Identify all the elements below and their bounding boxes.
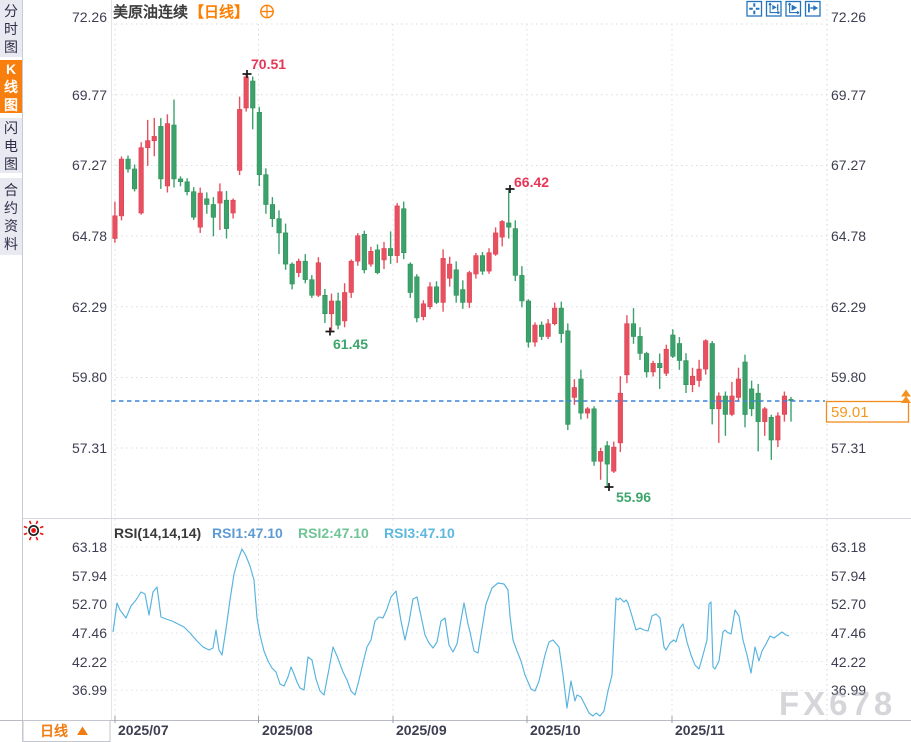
svg-text:RSI(14,14,14): RSI(14,14,14)	[114, 525, 201, 541]
svg-text:55.96: 55.96	[616, 489, 651, 505]
svg-text:2025/10: 2025/10	[530, 722, 581, 738]
svg-text:RSI3:47.10: RSI3:47.10	[384, 525, 455, 541]
svg-text:61.45: 61.45	[333, 336, 368, 352]
svg-text:2025/09: 2025/09	[396, 722, 447, 738]
svg-text:57.94: 57.94	[831, 568, 866, 584]
svg-text:47.46: 47.46	[831, 625, 866, 641]
svg-text:69.77: 69.77	[72, 87, 107, 103]
svg-text:52.70: 52.70	[831, 596, 866, 612]
svg-text:FX678: FX678	[779, 685, 896, 722]
svg-text:36.99: 36.99	[831, 682, 866, 698]
svg-text:2025/11: 2025/11	[675, 722, 725, 738]
svg-text:64.78: 64.78	[831, 228, 866, 244]
svg-text:62.29: 62.29	[72, 299, 107, 315]
svg-text:59.80: 59.80	[831, 369, 866, 385]
svg-text:47.46: 47.46	[72, 625, 107, 641]
svg-text:【日线】: 【日线】	[189, 3, 249, 21]
svg-text:67.27: 67.27	[831, 157, 866, 173]
svg-text:72.26: 72.26	[831, 9, 866, 25]
svg-text:美原油连续: 美原油连续	[113, 3, 188, 21]
svg-text:64.78: 64.78	[72, 228, 107, 244]
svg-text:66.42: 66.42	[514, 174, 549, 190]
svg-text:42.22: 42.22	[831, 654, 866, 670]
svg-text:2025/07: 2025/07	[118, 722, 169, 738]
svg-text:57.31: 57.31	[831, 440, 866, 456]
svg-text:59.80: 59.80	[72, 369, 107, 385]
svg-text:日线: 日线	[40, 723, 68, 739]
svg-text:72.26: 72.26	[72, 9, 107, 25]
svg-text:52.70: 52.70	[72, 596, 107, 612]
svg-text:RSI1:47.10: RSI1:47.10	[212, 525, 283, 541]
svg-text:70.51: 70.51	[251, 56, 286, 72]
svg-text:2025/08: 2025/08	[262, 722, 313, 738]
svg-text:63.18: 63.18	[831, 539, 866, 555]
svg-text:57.31: 57.31	[72, 440, 107, 456]
svg-text:42.22: 42.22	[72, 654, 107, 670]
svg-text:36.99: 36.99	[72, 682, 107, 698]
svg-text:RSI2:47.10: RSI2:47.10	[298, 525, 369, 541]
svg-text:62.29: 62.29	[831, 299, 866, 315]
svg-text:59.01: 59.01	[831, 404, 869, 421]
svg-text:63.18: 63.18	[72, 539, 107, 555]
svg-text:69.77: 69.77	[831, 87, 866, 103]
svg-text:67.27: 67.27	[72, 157, 107, 173]
svg-text:57.94: 57.94	[72, 568, 107, 584]
